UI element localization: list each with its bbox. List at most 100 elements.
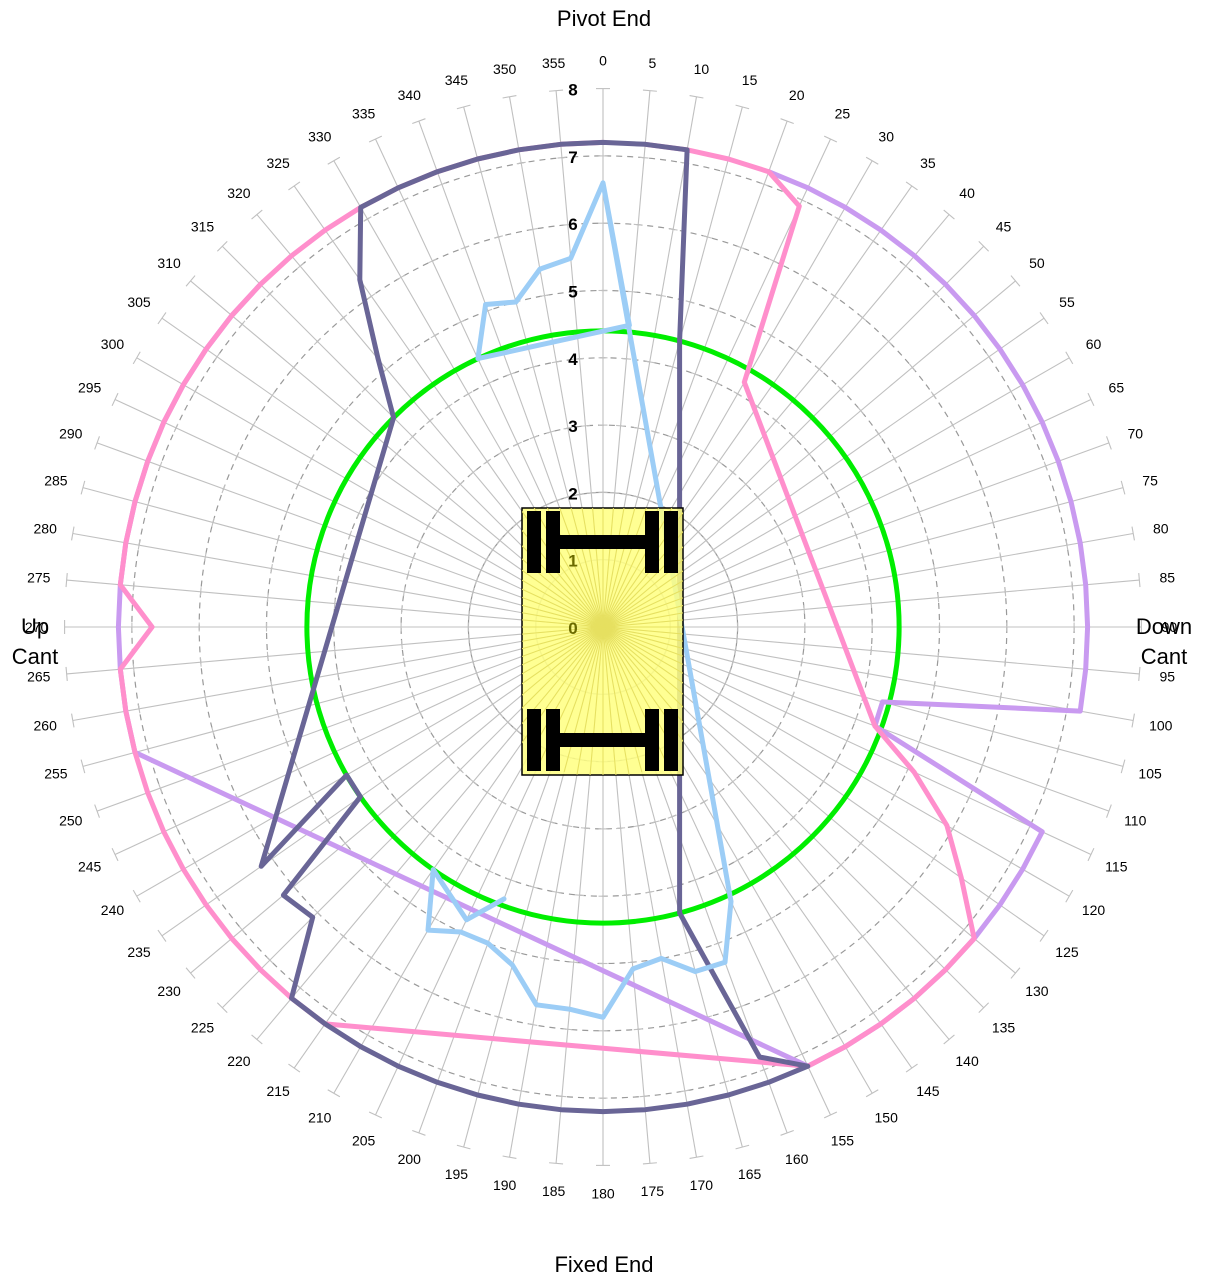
angle-label-195: 195 (445, 1166, 469, 1182)
wheel-outer-left (527, 511, 541, 573)
spoke-tick (985, 893, 992, 902)
machine-shading (522, 558, 604, 628)
spoke-tick (476, 1080, 486, 1084)
spoke-tick (464, 391, 473, 397)
spoke-tick (516, 1089, 526, 1093)
spoke-tick (425, 521, 431, 531)
spoke-tick (720, 170, 730, 174)
spoke-tick (765, 507, 772, 516)
spoke-tick (251, 1034, 263, 1045)
machine-shading (563, 626, 604, 773)
spoke-tick (496, 536, 504, 545)
angle-label-135: 135 (992, 1020, 1016, 1036)
spoke-tick (211, 517, 215, 527)
spoke-tick (1120, 480, 1126, 495)
spoke-tick (251, 209, 263, 220)
spoke-tick (469, 778, 478, 785)
spoke-tick (769, 990, 778, 996)
machine-shading (602, 626, 683, 657)
right-label-line1: Down (1135, 614, 1193, 639)
machine-shading (522, 626, 604, 650)
angle-label-180: 180 (591, 1185, 615, 1201)
spoke-tick (668, 1023, 678, 1026)
spoke-tick (689, 1155, 704, 1159)
angle-label-245: 245 (78, 858, 102, 874)
spoke-tick (379, 468, 386, 477)
spoke-tick (694, 528, 702, 536)
angle-label-70: 70 (1127, 425, 1143, 441)
spoke-tick (1065, 889, 1074, 903)
spoke-tick (905, 1063, 918, 1073)
machine-shading (592, 508, 604, 628)
angle-label-165: 165 (738, 1166, 762, 1182)
radial-label-4: 4 (568, 350, 578, 369)
spoke-tick (474, 576, 479, 586)
angle-label-85: 85 (1159, 570, 1175, 586)
wheel-inner-right (645, 511, 659, 573)
spoke-tick (513, 441, 522, 447)
spoke-tick (295, 480, 301, 490)
left-label-line1: Up (20, 614, 50, 639)
spoke-tick (917, 507, 922, 517)
spoke-tick (680, 1089, 690, 1093)
top-label: Pivot End (556, 6, 652, 31)
spoke-tick (65, 573, 68, 588)
spoke-tick (722, 679, 728, 689)
spoke-tick (347, 530, 353, 540)
angle-label-355: 355 (542, 55, 566, 71)
spoke-tick (978, 240, 990, 252)
angle-label-130: 130 (1025, 983, 1049, 999)
spoke-tick (269, 391, 276, 400)
spoke-tick (735, 104, 750, 110)
spoke-tick (869, 1009, 878, 1016)
spoke-tick (409, 433, 417, 441)
spoke-tick (985, 352, 992, 361)
spoke-tick (633, 495, 643, 499)
spoke-tick (497, 799, 507, 805)
machine-shading (522, 626, 604, 696)
spoke-tick (716, 690, 723, 699)
angle-label-315: 315 (191, 218, 215, 234)
spoke-tick (339, 314, 348, 321)
spoke-tick (529, 435, 539, 440)
spoke-tick (805, 796, 813, 804)
spoke-tick (496, 709, 504, 718)
spoke-tick (667, 814, 677, 819)
spoke-tick (476, 170, 486, 174)
angle-label-90: 90 (1162, 619, 1178, 635)
spoke-tick (211, 727, 215, 737)
spoke-tick (132, 663, 135, 673)
spoke-tick (803, 604, 806, 614)
spoke-tick (926, 535, 930, 545)
spoke-tick (1039, 929, 1049, 942)
spoke-tick (796, 570, 800, 580)
spoke-tick (621, 894, 631, 897)
spoke-tick (712, 868, 722, 874)
spoke-tick (540, 294, 550, 297)
machine-shading (522, 545, 604, 628)
spoke-tick (132, 581, 135, 591)
spoke-tick (875, 816, 882, 825)
spoke-tick (720, 1080, 730, 1084)
spoke-tick (833, 488, 839, 497)
spoke-tick (399, 1051, 409, 1057)
spoke-tick (668, 885, 678, 889)
machine-shading (522, 626, 604, 675)
spoke-tick (406, 674, 410, 684)
spoke-tick (382, 365, 391, 373)
spoke-tick (932, 290, 940, 298)
spoke-tick (1131, 713, 1135, 728)
spoke-tick (866, 669, 870, 679)
spoke-tick (869, 238, 878, 245)
spoke-tick (234, 452, 240, 461)
spoke-tick (722, 565, 728, 575)
spoke-tick (65, 666, 68, 681)
machine-shading (602, 612, 683, 628)
machine-shading (602, 546, 683, 628)
machine-shading (602, 626, 683, 695)
spoke-tick (367, 757, 373, 766)
spoke-tick (909, 363, 916, 372)
spoke-tick (456, 480, 464, 488)
machine-shading (522, 626, 604, 666)
angle-label-170: 170 (690, 1177, 714, 1193)
